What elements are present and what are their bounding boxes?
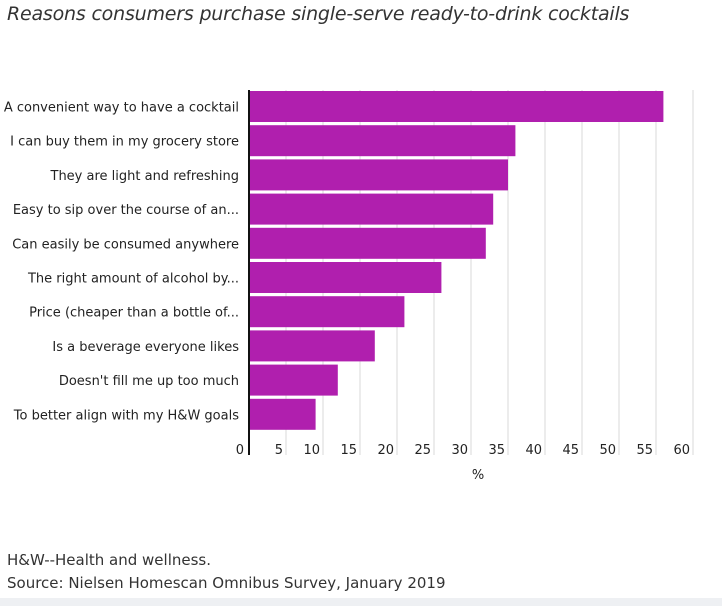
x-tick-label: 40 — [525, 443, 542, 458]
category-labels: A convenient way to have a cocktail I can… — [4, 101, 239, 424]
x-tick-label: 20 — [377, 443, 394, 458]
x-tick-label: 5 — [275, 443, 283, 458]
chart-title: Reasons consumers purchase single-serve … — [7, 3, 630, 25]
category-label: To better align with my H&W goals — [13, 408, 239, 423]
bar — [249, 91, 664, 122]
footnote: H&W--Health and wellness. — [7, 551, 212, 569]
category-label: Can easily be consumed anywhere — [12, 237, 239, 252]
category-label: Easy to sip over the course of an... — [13, 203, 239, 218]
bottom-band — [0, 598, 722, 606]
x-tick-label: 50 — [599, 443, 616, 458]
category-label: A convenient way to have a cocktail — [4, 101, 239, 116]
x-tick-label: 35 — [488, 443, 505, 458]
bar — [249, 398, 316, 430]
x-tick-label: 15 — [340, 443, 357, 458]
bar — [249, 330, 375, 362]
category-label: Doesn't fill me up too much — [59, 374, 239, 389]
bar — [249, 159, 508, 191]
bar-chart: A convenient way to have a cocktail I can… — [4, 90, 694, 483]
x-tick-label: 10 — [303, 443, 320, 458]
x-tick-label: 55 — [636, 443, 653, 458]
bar — [249, 262, 442, 293]
x-tick-label: 45 — [562, 443, 579, 458]
bar — [249, 193, 494, 225]
x-tick-label: 30 — [451, 443, 468, 458]
category-label: They are light and refreshing — [50, 169, 240, 184]
bar — [249, 296, 405, 328]
x-tick-label: 0 — [236, 443, 244, 458]
bar — [249, 125, 516, 157]
x-tick-label: 60 — [673, 443, 690, 458]
category-label: The right amount of alcohol by... — [27, 272, 239, 287]
x-axis-label: % — [472, 468, 484, 483]
source-note: Source: Nielsen Homescan Omnibus Survey,… — [7, 574, 446, 592]
bars — [249, 91, 664, 430]
bar — [249, 364, 338, 396]
category-label: Price (cheaper than a bottle of... — [29, 306, 239, 321]
category-label: Is a beverage everyone likes — [52, 340, 239, 355]
bar — [249, 227, 486, 259]
x-tick-labels: 0 5 10 15 20 25 30 35 40 45 50 55 60 — [236, 443, 690, 458]
x-tick-label: 25 — [414, 443, 431, 458]
category-label: I can buy them in my grocery store — [10, 135, 239, 150]
